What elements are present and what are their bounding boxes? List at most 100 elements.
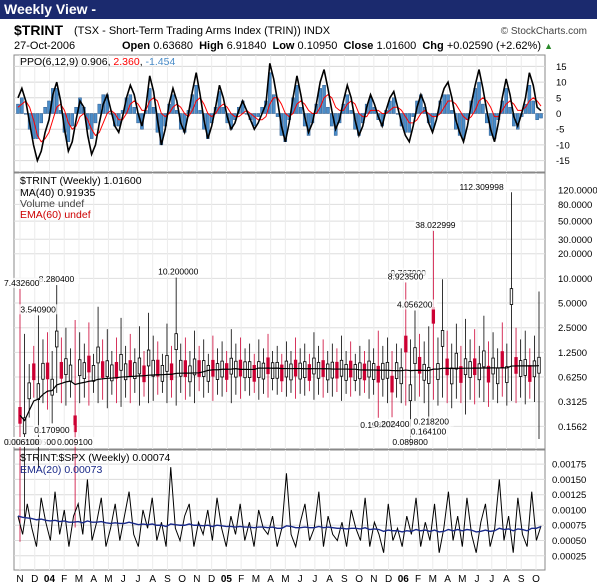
price-annotation-bg [37,274,79,285]
ppo-histogram-bar [368,97,373,114]
price-bar-body [197,360,201,377]
price-bar-body [146,349,151,367]
ppo-histogram-bar [16,103,20,114]
brand-label[interactable]: © StockCharts.com [500,26,587,37]
price-y-tick: 0.1562 [558,422,587,433]
ppo-legend-signal: 2.360 [113,56,139,68]
ppo-histogram-bar [318,88,322,114]
window-title: Weekly View - [4,1,97,17]
price-bar-body [330,361,334,379]
ppo-histogram-bar [349,110,353,114]
ppo-histogram-bar [256,113,260,117]
price-annotation-bg [414,219,461,230]
price-bar-body [404,335,408,353]
x-axis-month-label: A [503,574,510,585]
ratio-y-tick: 0.00125 [552,490,586,501]
ppo-y-tick: 0 [556,109,561,120]
price-bar-body [436,363,440,380]
x-axis-month-label: A [149,574,156,585]
x-axis-month-label: J [489,574,494,585]
ppo-histogram-bar [66,113,71,142]
ratio-y-tick: 0.00175 [552,460,586,471]
price-bar-body [468,361,472,378]
x-axis-month-label: F [415,574,421,585]
price-annotation: 0.006100 [4,437,40,447]
ppo-histogram-bar [171,94,175,114]
price-annotation: 0.009100 [57,437,93,447]
price-bar-body [128,360,132,377]
price-y-tick: 0.6250 [558,373,587,384]
price-bar-body [202,360,206,377]
price-bar-body [473,358,477,376]
axis-labels: 15 10 5 0 -5 -10 -15 120.0000 80.0000 50.0000 30.0… [16,62,597,585]
x-axis-month-label: N [193,574,200,585]
ppo-line [17,63,542,164]
symbol-description: (TSX - Short-Term Trading Arms Index (TR… [74,25,330,37]
ppo-histogram-bar [217,91,222,114]
price-annotation: 8.280400 [39,274,75,284]
ppo-histogram-bar [531,100,535,114]
ratio-y-tick: 0.00075 [552,521,586,532]
price-annotation-bg [373,419,415,430]
price-bar-body [78,359,82,377]
price-bar-body [280,364,284,382]
price-bar-body [440,330,445,347]
price-annotation-bg [3,277,45,288]
price-bar-body [32,363,36,381]
x-axis-month-label: F [61,574,67,585]
price-bar-body [275,361,279,379]
x-axis-month-label: J [298,574,303,585]
price-y-tick: 50.0000 [558,217,592,228]
price-annotation-bg [458,182,510,192]
ppo-histogram-bar [252,113,257,127]
price-annotation: 3.540900 [20,304,56,314]
ratio-y-tick: 0.00100 [552,505,586,516]
price-bar-body [523,359,527,376]
ppo-histogram-bar [39,113,43,124]
ppo-histogram-bar [457,113,462,136]
price-bar-body [270,362,275,379]
price-bar-body [55,330,59,348]
ppo-histogram-bar [539,113,543,119]
ppo-histogram-bar [43,107,47,114]
price-bar-body [496,367,500,385]
ppo-histogram-bar [93,113,98,124]
price-bar-body [142,365,146,383]
ratio-y-tick: 0.00150 [552,475,586,486]
ppo-histogram-bar [326,107,330,114]
ratio-legend-main: $TRINT:$SPX (Weekly) 0.00074 [20,452,171,464]
price-bar-body [486,365,491,383]
ppo-histogram-bar [221,107,226,114]
price-bar-body [73,415,77,433]
price-annotation-bg [19,304,61,315]
price-bar-body [252,365,256,382]
symbol-label: $TRINT [14,22,63,38]
x-axis-month-label: 06 [398,574,410,585]
open-value: 0.63680 [153,40,193,52]
ppo-histogram-bar [275,113,280,117]
price-bar-body [376,365,380,383]
ppo-histogram-bar [151,107,156,114]
x-axis-month-label: F [238,574,244,585]
description-text: (TSX - Short-Term Trading Arms Index (TR… [74,25,301,37]
price-annotation: 0.170900 [34,425,70,435]
x-axis-month-label: O [178,574,186,585]
price-bar-body [27,382,31,400]
price-y-tick: 120.0000 [558,185,597,196]
x-axis-month-label: A [90,574,97,585]
price-bar-body [413,347,417,364]
price-bar-body [156,359,160,377]
ppo-histogram-bar [392,97,396,114]
ppo-signal-line [17,94,542,143]
ppo-histogram-bar [132,107,136,114]
ratio-y-tick: 0.00025 [552,551,586,562]
exchange-text: INDX [303,25,331,37]
x-axis-month-label: S [341,574,348,585]
ppo-histogram-bar [446,94,450,114]
price-annotation: 7.432600 [4,278,40,288]
open-label: Open [122,40,151,52]
x-axis-month-label: O [532,574,540,585]
ppo-histogram-bar [295,85,299,114]
price-bar-body [68,364,73,382]
